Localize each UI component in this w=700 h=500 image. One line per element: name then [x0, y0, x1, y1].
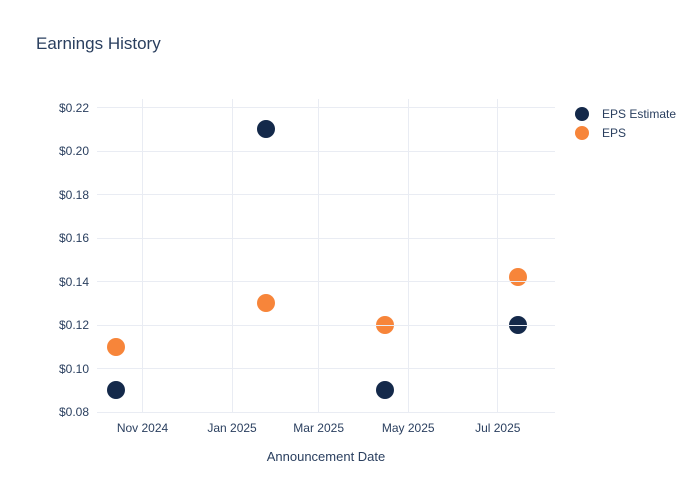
y-tick-label: $0.20 — [58, 144, 89, 159]
point-eps-estimate[interactable] — [107, 381, 126, 400]
y-gridline — [97, 237, 555, 239]
y-gridline — [97, 368, 555, 370]
x-gridline — [142, 99, 143, 412]
x-tick-label: Nov 2024 — [116, 421, 169, 435]
point-eps-estimate[interactable] — [256, 120, 275, 139]
x-tick-label: Jan 2025 — [207, 421, 257, 435]
point-eps[interactable] — [509, 268, 528, 287]
y-gridline — [97, 150, 555, 152]
point-eps[interactable] — [107, 337, 126, 356]
x-tick-label: May 2025 — [381, 421, 435, 435]
x-gridline — [497, 99, 499, 412]
legend: EPS Estimate EPS — [575, 107, 676, 145]
x-tick-label: Jul 2025 — [475, 421, 521, 435]
legend-item-eps-estimate[interactable]: EPS Estimate — [575, 107, 676, 121]
point-eps[interactable] — [256, 294, 275, 313]
y-gridline — [97, 107, 555, 109]
x-tick-label: Mar 2025 — [293, 421, 344, 435]
legend-label-eps-estimate: EPS Estimate — [602, 107, 677, 121]
y-gridline — [97, 194, 555, 196]
y-tick-label: $0.14 — [58, 274, 89, 289]
y-tick-label: $0.12 — [58, 318, 89, 333]
point-eps-estimate[interactable] — [375, 381, 394, 400]
y-tick-label: $0.16 — [58, 231, 89, 246]
y-gridline — [97, 281, 555, 283]
eps-marker-icon — [575, 126, 589, 140]
legend-item-eps[interactable]: EPS — [575, 126, 676, 140]
y-tick-label: $0.08 — [58, 405, 89, 419]
x-gridline — [407, 99, 409, 412]
y-tick-label: $0.18 — [58, 187, 89, 202]
x-gridline — [231, 99, 233, 412]
legend-label-eps: EPS — [602, 126, 627, 140]
y-tick-label: $0.22 — [58, 100, 89, 115]
eps-estimate-marker-icon — [575, 107, 589, 121]
y-gridline — [97, 411, 555, 413]
y-gridline — [97, 324, 555, 326]
x-gridline — [318, 99, 320, 412]
chart-title: Earnings History — [36, 34, 161, 53]
x-axis-title: Announcement Date — [266, 449, 386, 464]
y-tick-label: $0.10 — [58, 361, 89, 376]
